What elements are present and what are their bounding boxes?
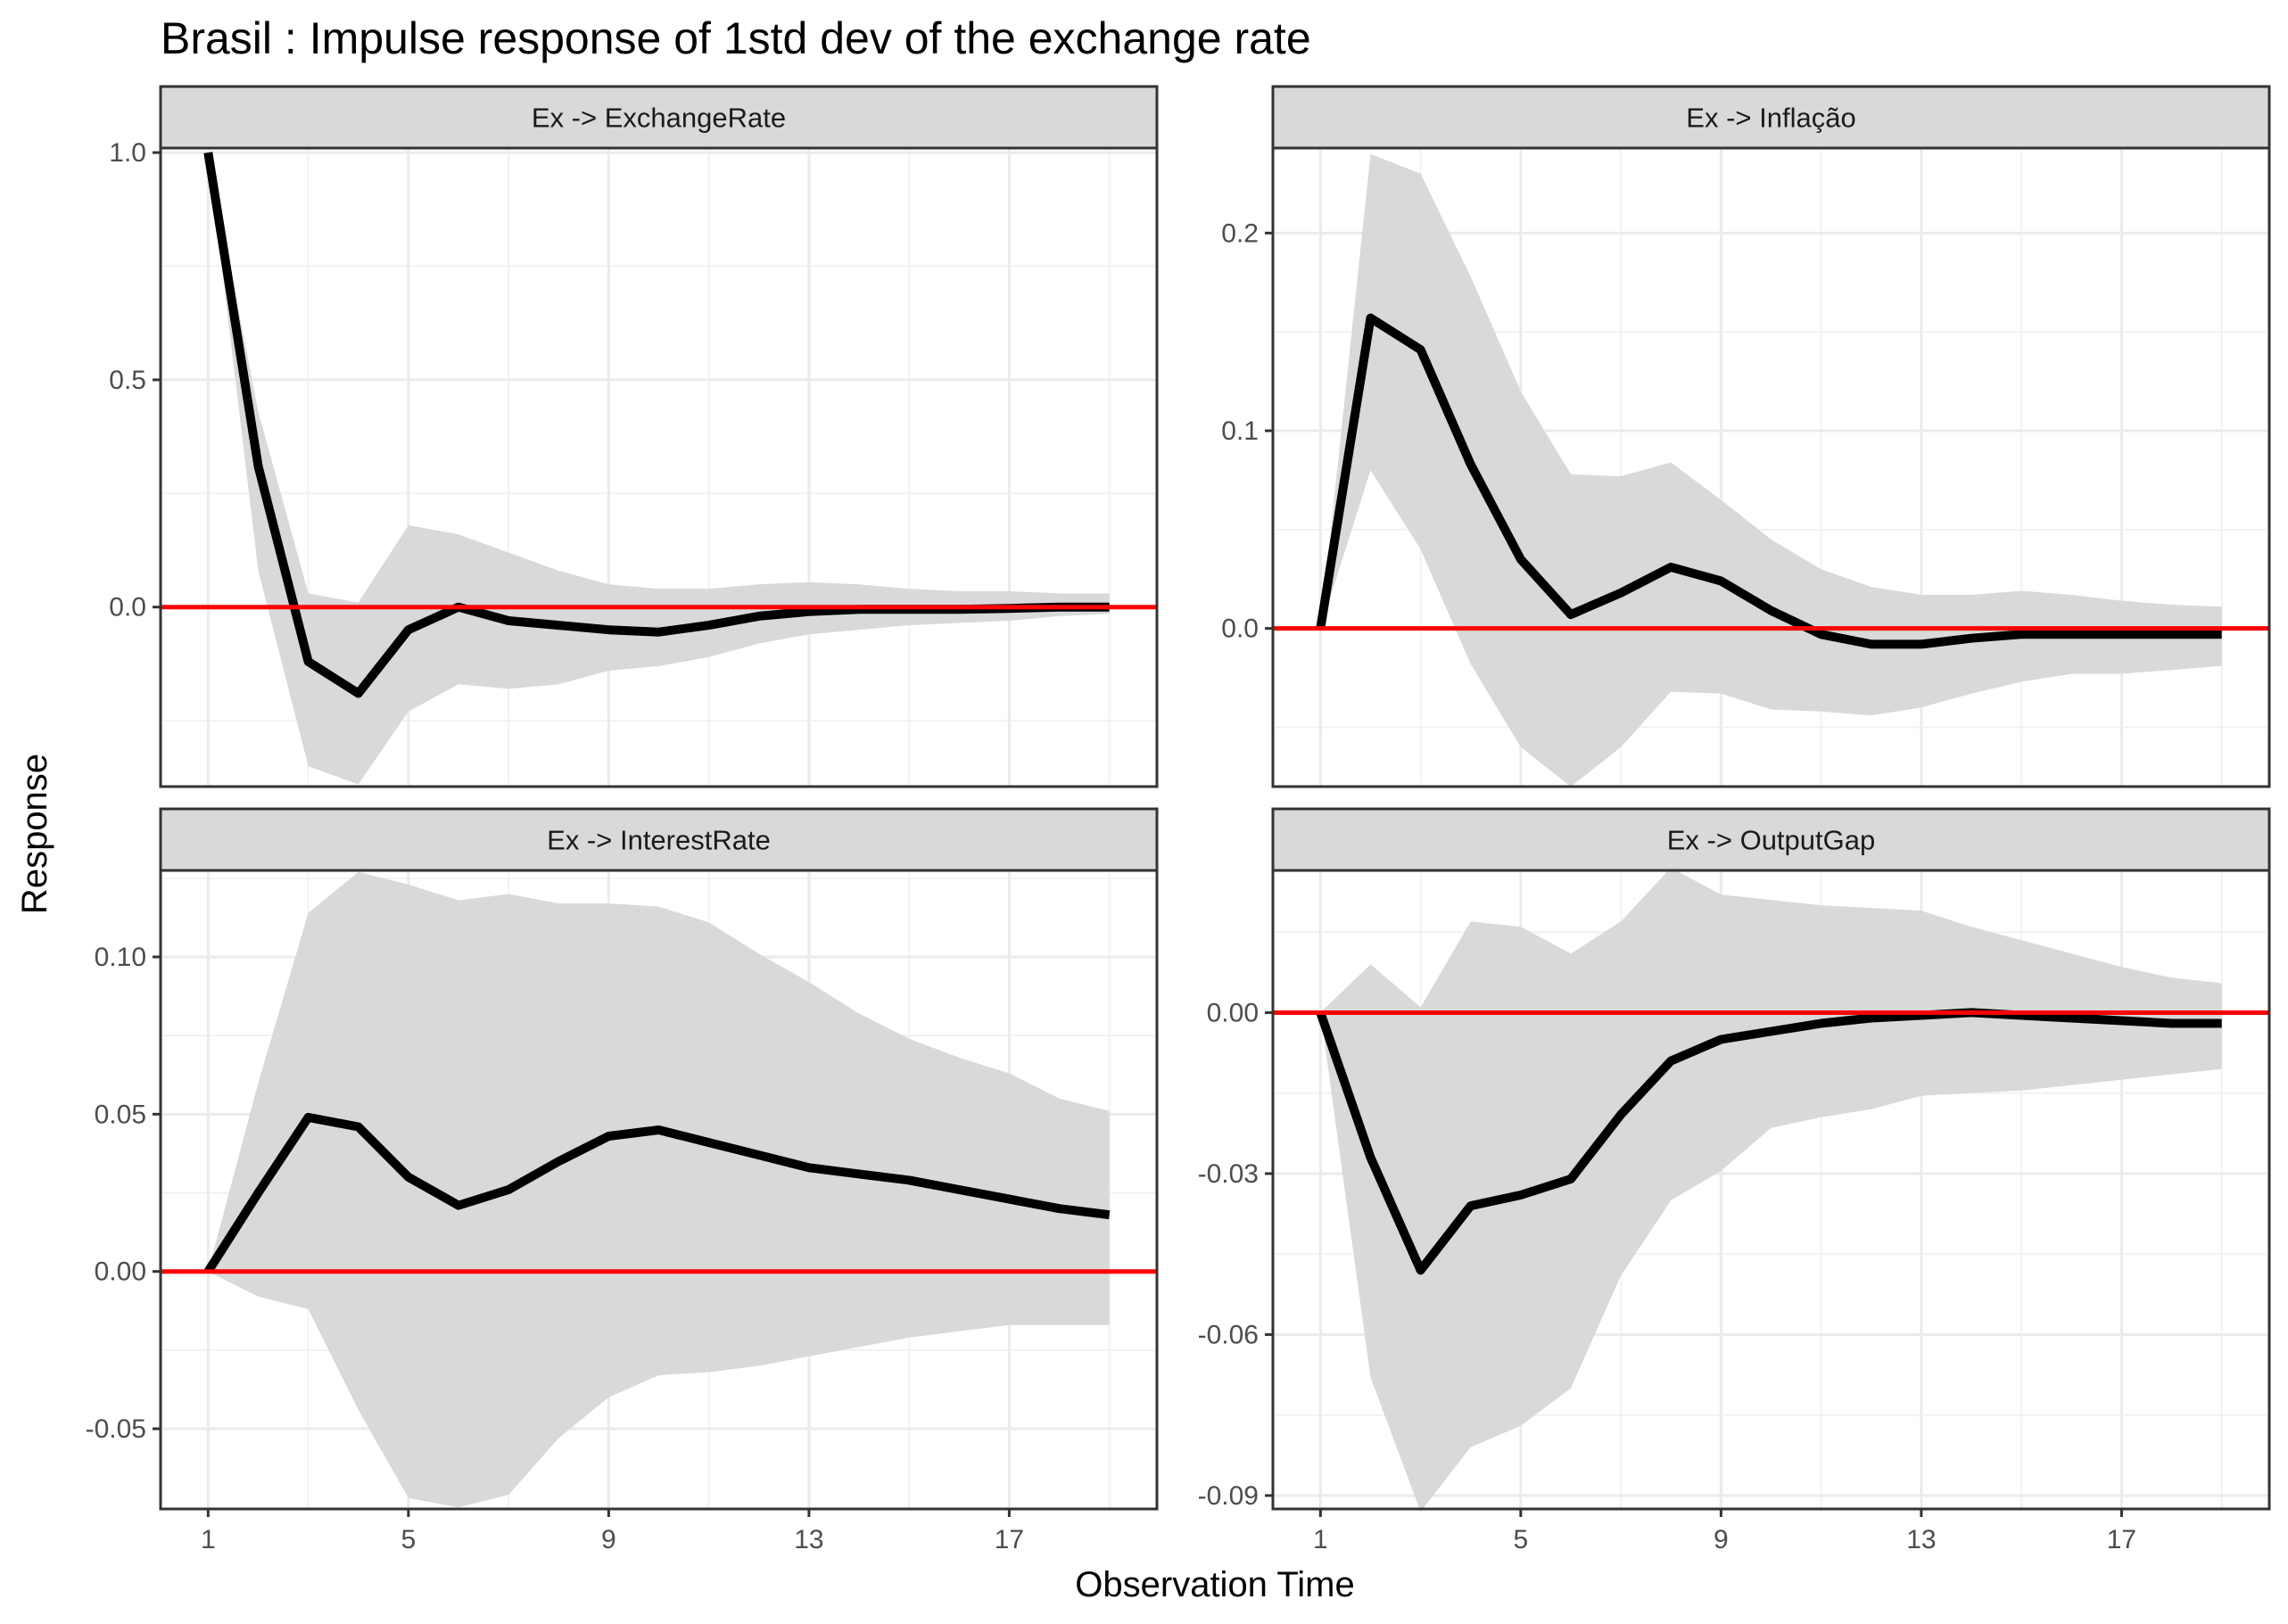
y-tick-label: -0.06: [1198, 1320, 1259, 1349]
facet-strip: [1271, 85, 2271, 150]
y-tick-label: 0.00: [1207, 998, 1259, 1027]
response-line: [1316, 313, 2222, 649]
facet-strip-label: Ex -> Inflação: [1686, 103, 1855, 134]
facet-panel: Ex -> OutputGap -0.09 -0.06 -0.03 0.00 1 5 9 13 1…: [1198, 807, 2271, 1554]
x-tick-label: 5: [1514, 1525, 1529, 1554]
facet-strip-label: Ex -> InterestRate: [547, 825, 771, 856]
facet-strip: [159, 807, 1159, 872]
y-tick-label: -0.09: [1198, 1481, 1259, 1511]
y-tick-label: 0.5: [109, 366, 146, 395]
chart-title: Brasil : Impulse response of 1std dev of…: [161, 13, 1311, 63]
x-tick-label: 9: [1714, 1525, 1729, 1554]
x-tick-label: 1: [201, 1525, 216, 1554]
y-tick-label: 0.0: [109, 593, 146, 622]
y-tick-label: -0.05: [86, 1414, 146, 1444]
x-tick-label: 17: [2107, 1525, 2136, 1554]
facet-strip: [159, 85, 1159, 150]
y-tick-label: 0.10: [95, 943, 146, 972]
y-tick-label: 0.0: [1221, 614, 1259, 644]
confidence-band: [208, 153, 1110, 785]
confidence-band: [1320, 868, 2222, 1512]
y-tick-label: 0.1: [1221, 416, 1259, 446]
response-line: [204, 1112, 1111, 1274]
y-axis-title: Response: [15, 754, 54, 914]
x-tick-label: 13: [794, 1525, 823, 1554]
x-tick-label: 17: [995, 1525, 1024, 1554]
y-tick-label: 0.00: [95, 1257, 146, 1287]
x-tick-label: 9: [601, 1525, 616, 1554]
response-line: [1316, 1008, 2222, 1275]
facet-strip-label: Ex -> OutputGap: [1667, 825, 1875, 856]
x-axis-title: Observation Time: [1075, 1565, 1354, 1604]
y-tick-label: -0.03: [1198, 1159, 1259, 1189]
y-tick-label: 0.05: [95, 1100, 146, 1129]
y-tick-label: 0.2: [1221, 218, 1259, 248]
y-tick-label: 1.0: [109, 138, 146, 168]
facet-panel: Ex -> Inflação 0.0 0.1 0.2: [1221, 85, 2271, 788]
x-tick-label: 1: [1313, 1525, 1328, 1554]
confidence-band: [208, 871, 1110, 1508]
x-tick-label: 13: [1906, 1525, 1936, 1554]
response-line: [203, 152, 1110, 698]
facet-panel: Ex -> ExchangeRate 0.0 0.5 1.0: [109, 85, 1159, 788]
facet-strip: [1271, 807, 2271, 872]
facet-panels: Ex -> ExchangeRate 0.0 0.5 1.0 Ex -> Inflaçã…: [86, 85, 2271, 1554]
facet-strip-label: Ex -> ExchangeRate: [532, 103, 786, 134]
x-tick-label: 5: [401, 1525, 417, 1554]
facet-panel: Ex -> InterestRate -0.05 0.00 0.05 0.10 1 5 9 13…: [86, 807, 1159, 1554]
